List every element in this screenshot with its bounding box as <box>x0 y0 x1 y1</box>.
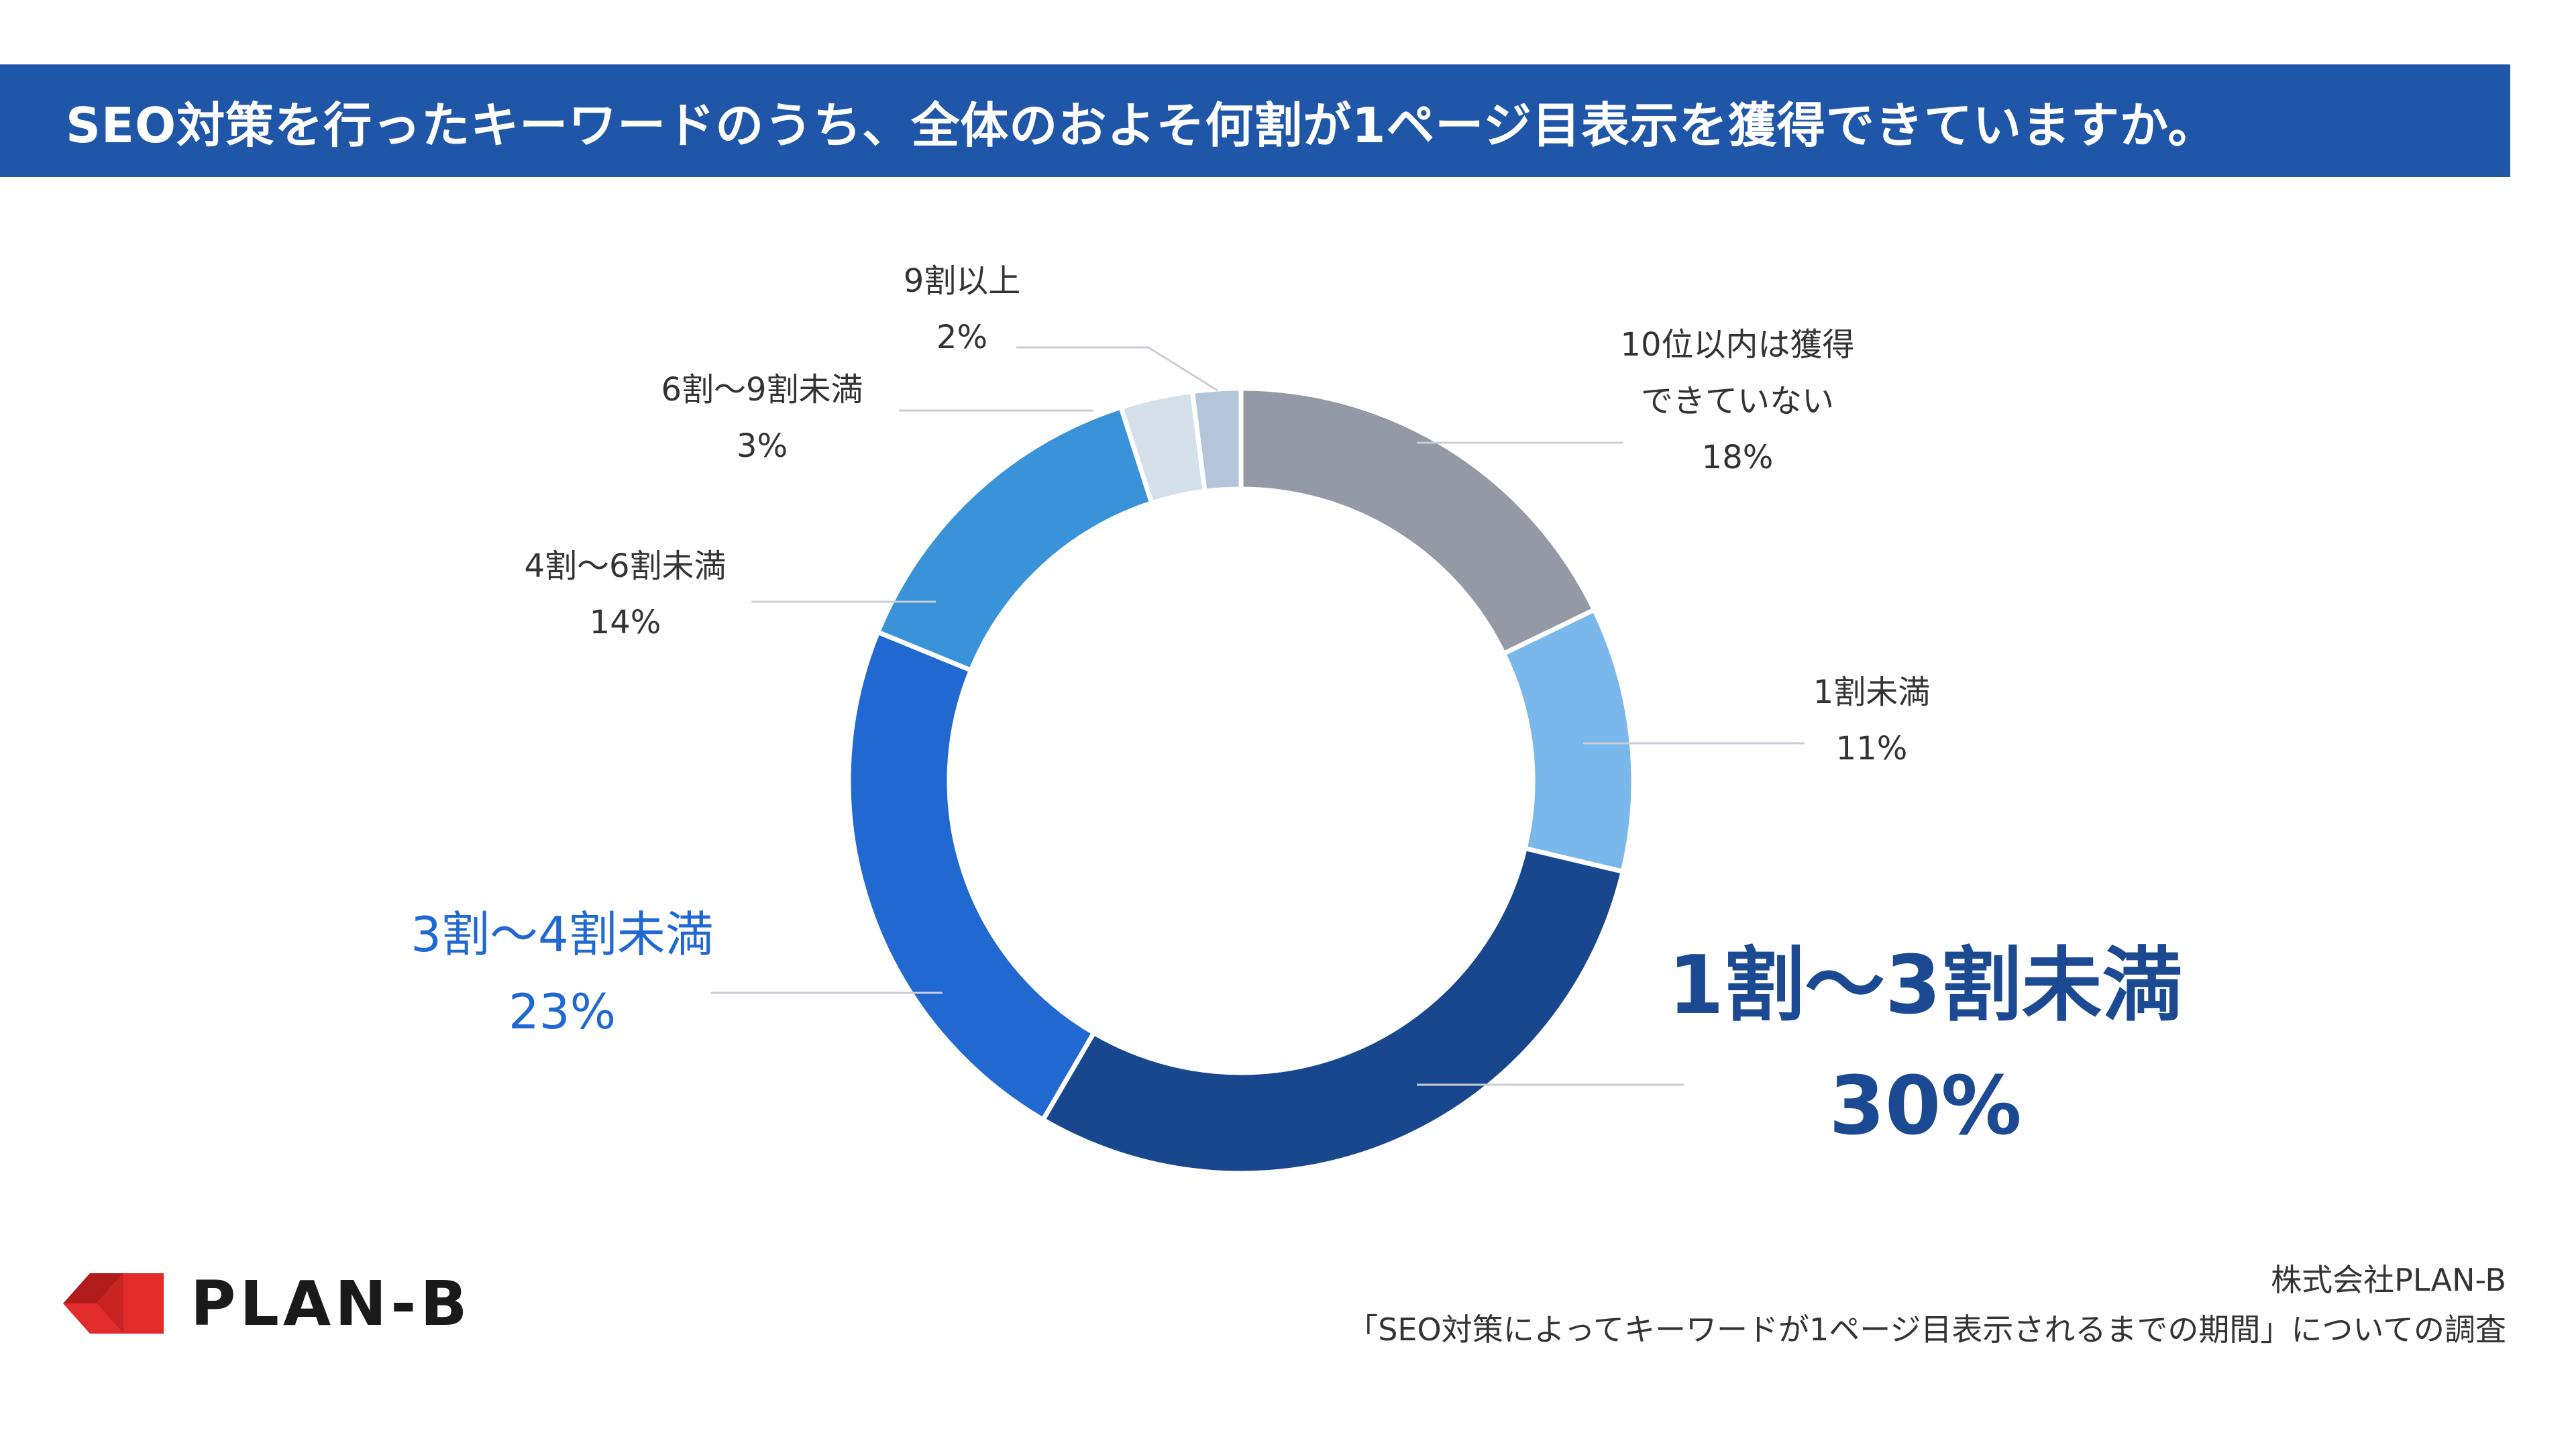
donut-slice-3 <box>1040 845 1626 1176</box>
donut-slice-4 <box>846 629 1097 1123</box>
slice-label-6: 6割〜9割未満 <box>661 371 863 409</box>
source-survey: 「SEO対策によってキーワードが1ページ目表示されるまでの期間」についての調査 <box>1347 1311 2506 1348</box>
slice-pct-label-5: 14% <box>590 604 661 641</box>
slice-label-1-line-2: できていない <box>1641 382 1834 420</box>
donut-slice-2 <box>1500 606 1636 875</box>
slice-label-5: 4割〜6割未満 <box>524 547 726 585</box>
logo-text: PLAN-B <box>191 1267 472 1340</box>
slice-label-3: 1割〜3割未満 <box>1668 939 2183 1032</box>
slice-label-7: 9割以上 <box>904 262 1021 300</box>
source-company: 株式会社PLAN-B <box>2271 1262 2506 1298</box>
slice-pct-label-6: 3% <box>737 427 788 465</box>
plan-b-logo: PLAN-B <box>63 1267 472 1340</box>
slice-pct-label-4: 23% <box>508 983 616 1040</box>
slice-label-2: 1割未満 <box>1813 674 1931 711</box>
donut-slice-1 <box>1238 386 1598 657</box>
slice-pct-label-7: 2% <box>936 319 987 356</box>
slice-pct-label-2: 11% <box>1836 730 1908 767</box>
title-bar: SEO対策を行ったキーワードのうち、全体のおよそ何割が1ページ目表示を獲得できて… <box>0 64 2510 177</box>
source-note: 株式会社PLAN-B 「SEO対策によってキーワードが1ページ目表示されるまでの… <box>1347 1256 2506 1354</box>
slice-pct-label-1: 18% <box>1702 439 1774 476</box>
plan-b-logo-icon <box>63 1273 164 1334</box>
leader-line-7 <box>1016 346 1218 392</box>
slice-pct-label-3: 30% <box>1829 1060 2021 1153</box>
slice-label-1-line-1: 10位以内は獲得 <box>1620 326 1854 364</box>
donut-slice-5 <box>875 404 1155 674</box>
donut-slice-7 <box>1189 386 1244 494</box>
chart-title: SEO対策を行ったキーワードのうち、全体のおよそ何割が1ページ目表示を獲得できて… <box>66 97 2217 154</box>
slice-label-4: 3割〜4割未満 <box>411 906 714 963</box>
